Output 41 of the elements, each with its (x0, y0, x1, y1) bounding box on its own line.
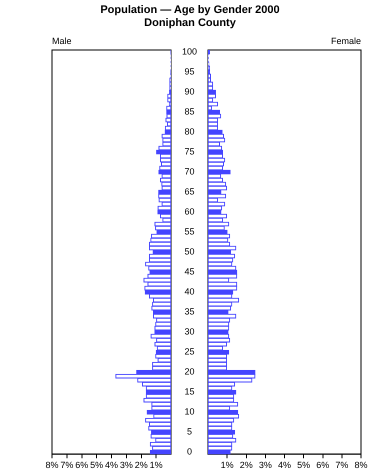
y-tick-label: 40 (184, 286, 194, 297)
y-tick-label: 10 (184, 406, 194, 417)
chart-subtitle: Doniphan County (143, 17, 237, 30)
x-tick-label: 7% (335, 460, 348, 470)
y-tick-label: 15 (184, 386, 194, 397)
text: Male (52, 36, 72, 46)
y-tick-label: 45 (184, 266, 194, 277)
x-tick-label: 5% (90, 460, 104, 470)
x-tick-label: 6% (75, 460, 88, 470)
y-tick-label: 50 (184, 246, 194, 257)
text: Female (330, 36, 361, 46)
y-tick-label: 20 (184, 366, 194, 377)
y-tick-label: 25 (184, 346, 194, 357)
x-tick-label: 5% (297, 460, 310, 470)
x-tick-label: 1% (220, 460, 234, 470)
x-tick-label: 4% (278, 460, 292, 470)
x-tick-label: 2% (240, 460, 253, 470)
y-tick-label: 70 (184, 166, 194, 177)
y-tick-label: 0 (186, 446, 192, 457)
y-tick-label: 55 (184, 226, 194, 237)
y-tick-label: 35 (184, 306, 194, 317)
y-tick-label: 90 (184, 86, 194, 97)
y-tick-label: 60 (184, 206, 194, 217)
x-tick-label: 3% (120, 460, 133, 470)
y-tick-label: 95 (184, 66, 194, 76)
x-tick-label: 1% (150, 460, 163, 470)
x-tick-label: 3% (258, 460, 272, 470)
y-tick-label: 65 (184, 186, 194, 197)
y-tick-label: 5 (186, 426, 192, 437)
y-tick-label: 30 (184, 326, 194, 337)
x-tick-label: 8% (354, 460, 368, 470)
x-tick-label: 4% (104, 460, 118, 470)
x-tick-label: 6% (316, 460, 330, 470)
y-tick-label: 80 (184, 126, 194, 137)
y-tick-label: 85 (184, 106, 194, 117)
chart-title: Population — Age by Gender 2000 (99, 4, 281, 17)
x-tick-label: 7% (60, 460, 74, 470)
y-tick-label: 100 (182, 46, 198, 56)
x-tick-label: 2% (134, 460, 148, 470)
x-tick-label: 8% (45, 460, 59, 470)
y-tick-label: 75 (184, 146, 194, 157)
